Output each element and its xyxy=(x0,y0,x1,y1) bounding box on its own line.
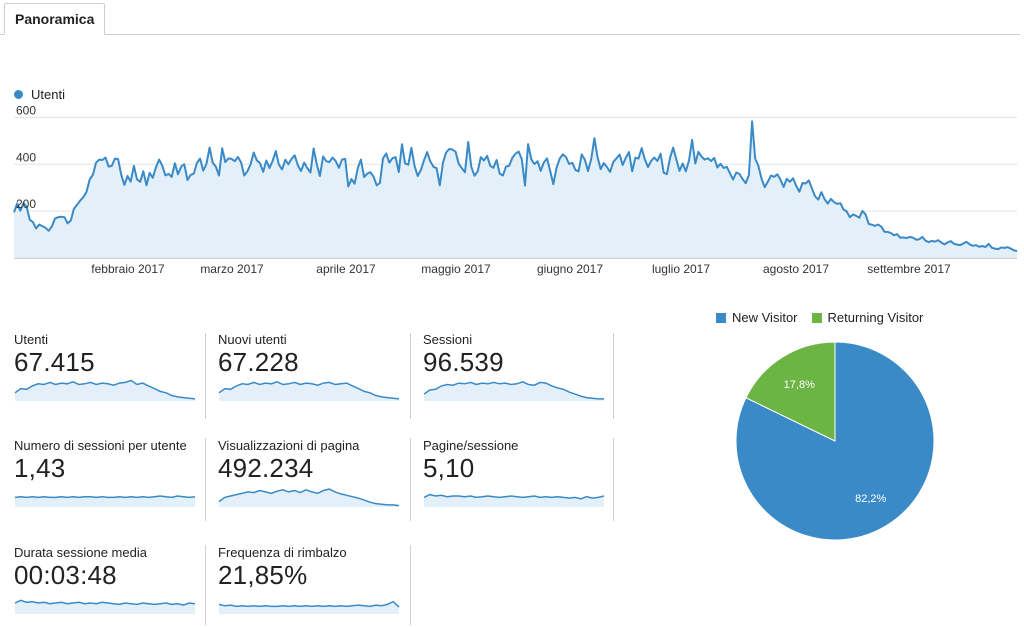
main-line-chart: 600 400 200 febbraio 2017 marzo 2017 aprile 2… xyxy=(13,103,1018,276)
pie-legend: New Visitor Returning Visitor xyxy=(716,310,937,325)
metric-nuovi-utenti[interactable]: Nuovi utenti 67.228 xyxy=(218,332,408,410)
sparkline-area xyxy=(15,600,195,614)
pie-slice-label: 17,8% xyxy=(784,379,815,391)
tab-panoramica[interactable]: Panoramica xyxy=(4,3,106,35)
metric-value: 67.228 xyxy=(218,347,299,377)
series-area-utenti xyxy=(14,121,1017,259)
metric-sparkline xyxy=(218,380,400,401)
series-line-utenti xyxy=(13,120,1018,252)
swatch-icon xyxy=(716,312,726,323)
sparkline-area xyxy=(424,381,604,401)
separator xyxy=(205,333,206,419)
sparkline-line xyxy=(14,379,196,400)
metric-visualizzazioni[interactable]: Visualizzazioni di pagina 492.234 xyxy=(218,438,408,516)
separator xyxy=(410,438,411,521)
pie-legend-returning-visitor[interactable]: Returning Visitor xyxy=(811,310,924,325)
legend-label-utenti: Utenti xyxy=(31,87,65,102)
metric-sparkline xyxy=(14,379,196,401)
sparkline-line xyxy=(423,493,605,500)
pie-legend-label: Returning Visitor xyxy=(827,310,924,325)
separator xyxy=(410,545,411,625)
sparkline-area xyxy=(15,496,195,507)
x-tick-label: giugno 2017 xyxy=(537,262,603,276)
metric-sessioni[interactable]: Sessioni 96.539 xyxy=(423,332,613,410)
pie-slice-returning-visitor[interactable] xyxy=(745,341,836,442)
metric-label: Pagine/sessione xyxy=(423,438,519,453)
metric-value: 492.234 xyxy=(218,453,314,483)
metric-pagine-sessione[interactable]: Pagine/sessione 5,10 xyxy=(423,438,613,516)
y-tick-label: 400 xyxy=(16,150,36,164)
sparkline-line xyxy=(423,380,604,400)
metric-sparkline xyxy=(218,600,400,614)
pie-legend-new-visitor[interactable]: New Visitor xyxy=(716,310,798,325)
metric-label: Numero di sessioni per utente xyxy=(14,438,187,453)
visitor-pie-chart: 82,2% 17,8% xyxy=(735,341,935,541)
separator xyxy=(613,333,614,419)
metric-sparkline xyxy=(423,380,604,401)
metric-label: Nuovi utenti xyxy=(218,332,287,347)
sparkline-area xyxy=(424,494,604,507)
metric-value: 67.415 xyxy=(14,347,95,377)
metric-durata-sessione[interactable]: Durata sessione media 00:03:48 xyxy=(14,545,204,623)
pie-legend-label: New Visitor xyxy=(732,310,798,325)
metric-label: Utenti xyxy=(14,332,48,347)
separator xyxy=(410,333,411,419)
sparkline-line xyxy=(14,599,196,606)
main-chart-legend: Utenti xyxy=(14,87,65,102)
metric-value: 1,43 xyxy=(14,453,66,483)
y-tick-label: 200 xyxy=(16,197,36,211)
x-tick-label: aprile 2017 xyxy=(316,262,376,276)
sparkline-line xyxy=(14,495,196,499)
metric-value: 96.539 xyxy=(423,347,504,377)
tab-bar: Panoramica xyxy=(0,0,1020,35)
x-tick-label: febbraio 2017 xyxy=(91,262,165,276)
metric-sparkline xyxy=(218,488,400,507)
sparkline-area xyxy=(219,489,399,507)
swatch-icon xyxy=(811,312,822,323)
y-tick-label: 600 xyxy=(16,103,36,117)
metric-label: Durata sessione media xyxy=(14,545,147,560)
sparkline-line xyxy=(218,380,400,400)
metric-sparkline xyxy=(14,599,196,614)
x-tick-label: luglio 2017 xyxy=(652,262,710,276)
sparkline-line xyxy=(218,488,400,507)
pie-slice-label: 82,2% xyxy=(855,493,886,505)
metric-label: Frequenza di rimbalzo xyxy=(218,545,347,560)
x-tick-label: marzo 2017 xyxy=(200,262,264,276)
separator xyxy=(205,545,206,625)
metric-value: 00:03:48 xyxy=(14,560,117,590)
metric-label: Sessioni xyxy=(423,332,473,347)
metric-label: Visualizzazioni di pagina xyxy=(218,438,360,453)
metric-value: 5,10 xyxy=(423,453,475,483)
metric-sparkline xyxy=(423,493,605,507)
metric-frequenza-rimbalzo[interactable]: Frequenza di rimbalzo 21,85% xyxy=(218,545,408,623)
metric-sparkline xyxy=(14,495,196,507)
x-tick-label: agosto 2017 xyxy=(763,262,829,276)
metric-sessioni-per-utente[interactable]: Numero di sessioni per utente 1,43 xyxy=(14,438,204,516)
x-tick-label: maggio 2017 xyxy=(421,262,491,276)
sparkline-area xyxy=(219,601,399,614)
metric-utenti[interactable]: Utenti 67.415 xyxy=(14,332,204,410)
separator xyxy=(613,438,614,521)
sparkline-line xyxy=(218,600,400,608)
x-tick-label: settembre 2017 xyxy=(867,262,951,276)
legend-dot-icon xyxy=(14,90,23,99)
separator xyxy=(205,438,206,521)
metric-value: 21,85% xyxy=(218,560,308,590)
sparkline-area xyxy=(15,380,195,401)
